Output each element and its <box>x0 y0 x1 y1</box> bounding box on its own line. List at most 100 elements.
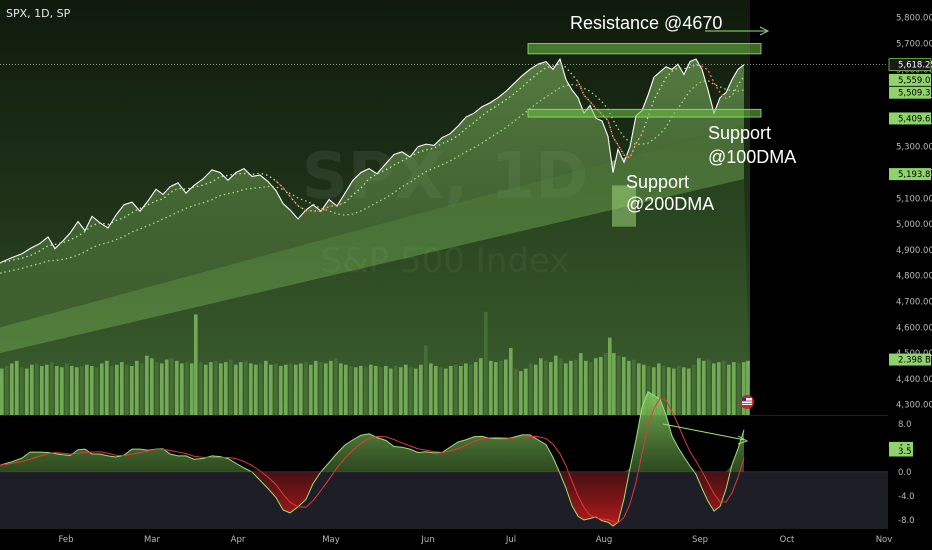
volume-bar <box>344 364 348 415</box>
support-200dma-label: Support <box>626 172 689 192</box>
volume-bar <box>85 364 89 415</box>
price-area <box>0 57 888 328</box>
time-tick-label: Oct <box>780 535 795 545</box>
volume-bar <box>569 360 573 415</box>
volume-bar <box>165 359 169 415</box>
volume-bar <box>574 359 578 415</box>
volume-bar <box>672 368 676 415</box>
volume-bar <box>140 363 144 415</box>
volume-bar <box>712 363 716 415</box>
volume-bar <box>115 364 119 415</box>
volume-bar <box>559 358 563 415</box>
volume-bar <box>717 362 721 415</box>
ma-down-segment <box>275 180 346 213</box>
price-tick-label: 4,700.00 <box>896 297 932 307</box>
volume-bar <box>484 311 488 415</box>
oscillator-negative-area <box>0 472 744 526</box>
symbol-label[interactable]: SPX, 1D, SP <box>6 7 71 20</box>
volume-bar <box>234 364 238 415</box>
oscillator-negative-background <box>0 471 888 528</box>
volume-bar <box>514 368 518 415</box>
volume-bar <box>284 364 288 415</box>
volume-bar <box>444 368 448 415</box>
volume-bar <box>299 363 303 415</box>
support-zone <box>527 108 762 118</box>
oscillator-line <box>0 391 745 527</box>
oscillator <box>0 391 888 527</box>
time-tick-label: Aug <box>596 535 613 545</box>
volume-bar <box>612 353 616 415</box>
volume-bar <box>254 364 258 415</box>
volume-bar <box>404 364 408 415</box>
volume-bar <box>662 365 666 415</box>
volume-bar <box>229 359 233 415</box>
volume-bar <box>135 360 139 415</box>
volume-bar <box>185 362 189 415</box>
volume-bar <box>309 364 313 415</box>
volume-bar <box>40 365 44 415</box>
volume-bar <box>722 360 726 415</box>
volume-bar <box>647 365 651 415</box>
volume-bar <box>594 358 598 415</box>
volume-bar <box>319 362 323 415</box>
volume-bar <box>469 364 473 415</box>
oscillator-badge <box>889 445 913 457</box>
volume-bar <box>90 365 94 415</box>
volume-bar <box>519 371 523 415</box>
volume-bar <box>727 364 731 415</box>
time-tick-label: Mar <box>144 535 161 545</box>
volume-bar <box>617 355 621 415</box>
volume-bar <box>732 362 736 415</box>
time-tick-label: Jun <box>420 535 434 545</box>
volume-bar <box>224 362 228 415</box>
volume-bar <box>369 364 373 415</box>
volume-bar <box>150 358 154 415</box>
volume-bar <box>534 364 538 415</box>
volume-bar <box>35 363 39 415</box>
volume-bar <box>667 367 671 415</box>
volume-bar <box>742 362 746 415</box>
volume-bar <box>354 367 358 415</box>
divergence-arrow-icon <box>737 435 749 445</box>
volume-bar <box>239 362 243 415</box>
volume-bar <box>384 365 388 415</box>
flag-icon[interactable] <box>740 395 754 409</box>
volume-bar <box>682 367 686 415</box>
oscillator-tick-label: 0.0 <box>898 468 912 478</box>
ma-short-line <box>0 62 745 264</box>
volume-bar <box>564 363 568 415</box>
volume-bar <box>95 367 99 415</box>
price-badge <box>889 112 931 125</box>
volume-bar <box>657 363 661 415</box>
time-tick-label: Feb <box>58 535 73 545</box>
volume-bar <box>746 360 750 415</box>
volume-bar <box>394 365 398 415</box>
volume-bar <box>180 363 184 415</box>
time-tick-label: May <box>322 535 340 545</box>
volume-bar <box>697 358 701 415</box>
volume-bar <box>608 337 612 415</box>
volume-bar <box>494 362 498 415</box>
time-tick-label: Jul <box>505 535 516 545</box>
volume-bar <box>264 360 268 415</box>
moving-average-band <box>0 125 744 354</box>
volume-bar <box>579 353 583 415</box>
volume-bar <box>554 355 558 415</box>
volume-bar <box>105 360 109 415</box>
price-tick-label: 4,600.00 <box>896 323 932 333</box>
volume-bar <box>622 356 626 415</box>
volume-bar <box>359 365 363 415</box>
volume-bar <box>209 362 213 415</box>
volume-bar <box>100 363 104 415</box>
volume-bar <box>399 367 403 415</box>
time-tick-label: Apr <box>231 535 246 545</box>
support-200dma-zone <box>612 185 636 227</box>
volume-bar <box>15 360 19 415</box>
volume-bar <box>379 367 383 415</box>
volume-bar <box>339 363 343 415</box>
volume-bar <box>259 363 263 415</box>
volume-bar <box>70 365 74 415</box>
volume-bar <box>414 368 418 415</box>
volume-bar <box>10 363 14 415</box>
